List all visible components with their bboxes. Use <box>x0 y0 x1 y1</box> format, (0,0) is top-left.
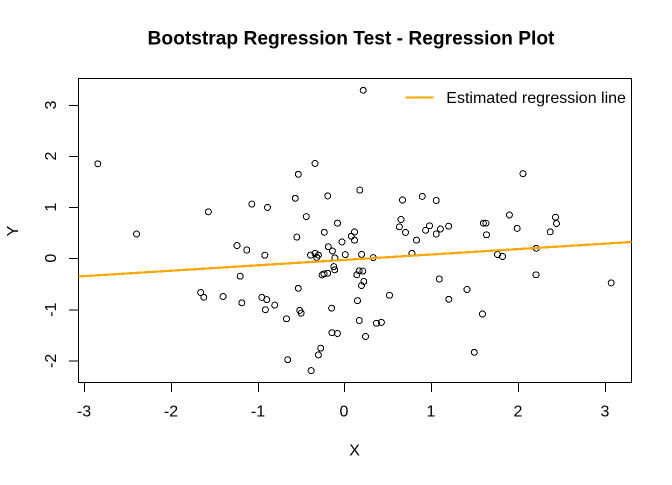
svg-text:-3: -3 <box>77 404 91 421</box>
svg-text:-2: -2 <box>164 404 178 421</box>
svg-text:Estimated regression line: Estimated regression line <box>446 90 626 107</box>
svg-text:3: 3 <box>601 404 610 421</box>
svg-text:X: X <box>349 442 360 459</box>
svg-text:-1: -1 <box>43 302 60 316</box>
svg-text:0: 0 <box>340 404 349 421</box>
svg-text:1: 1 <box>43 203 60 212</box>
svg-text:2: 2 <box>514 404 523 421</box>
svg-text:-1: -1 <box>251 404 265 421</box>
svg-text:3: 3 <box>43 100 60 109</box>
svg-text:0: 0 <box>43 254 60 263</box>
svg-text:Y: Y <box>5 225 22 236</box>
svg-text:1: 1 <box>427 404 436 421</box>
svg-text:-2: -2 <box>43 354 60 368</box>
svg-text:2: 2 <box>43 151 60 160</box>
svg-text:Bootstrap Regression Test - Re: Bootstrap Regression Test - Regression P… <box>148 29 556 50</box>
